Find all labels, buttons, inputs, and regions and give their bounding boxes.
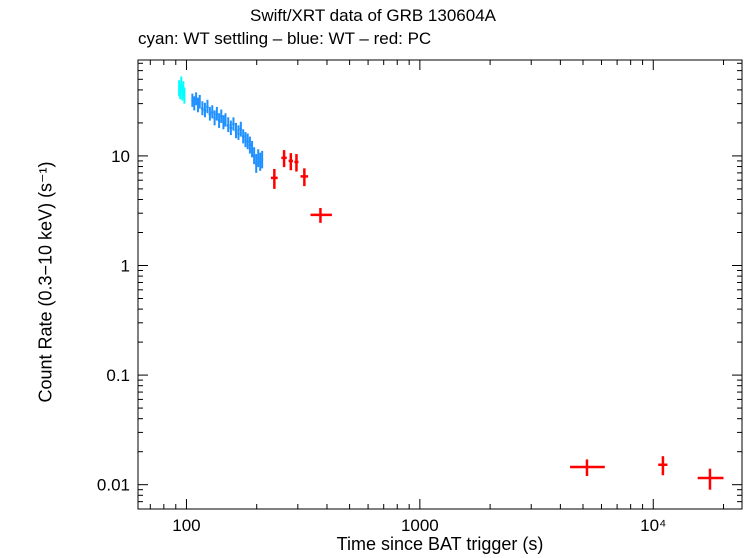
point-wt [208,106,212,121]
point-pc [281,150,287,168]
point-wt [224,113,227,127]
point-wt [201,101,204,116]
x-axis-label: Time since BAT trigger (s) [336,534,544,554]
point-pc [270,168,278,189]
chart-subtitle: cyan: WT settling – blue: WT – red: PC [138,29,432,48]
x-tick-label: 100 [172,516,200,535]
y-axis-label: Count Rate (0.3−10 keV) (s⁻¹) [35,161,56,403]
point-wt [253,147,256,165]
point-pc [294,154,299,172]
point-wt [250,140,254,158]
y-tick-label: 1 [121,256,130,275]
point-wt [239,121,243,137]
point-wt [246,133,249,150]
point-wt-settling [183,87,186,104]
point-wt [259,152,262,171]
point-pc [288,153,293,171]
point-wt [211,105,214,119]
y-tick-label: 0.1 [106,366,130,385]
point-wt [195,92,198,106]
point-pc [697,468,724,490]
point-wt [213,110,216,126]
x-tick-label: 1000 [401,516,439,535]
point-wt [257,149,260,168]
point-pc [570,459,605,477]
point-wt [229,120,233,136]
point-wt [234,122,238,139]
point-wt [222,115,225,130]
point-wt [261,150,264,169]
y-tick-label: 0.01 [97,476,130,495]
point-wt [206,99,209,114]
point-wt [196,97,199,113]
point-wt [217,113,221,128]
point-pc [300,168,309,187]
x-tick-label: 10⁴ [640,516,666,535]
plot-frame [137,59,743,510]
point-wt [198,94,201,109]
point-wt [232,117,235,131]
point-pc [310,207,332,223]
point-wt [226,117,230,133]
point-wt [248,136,251,154]
point-wt [203,102,207,118]
point-wt [255,154,258,173]
point-wt [242,129,245,144]
point-wt [220,109,223,123]
y-tick-label: 10 [111,147,130,166]
chart-title: Swift/XRT data of GRB 130604A [249,6,496,25]
point-wt [244,132,247,148]
point-pc [658,456,668,476]
point-wt [237,125,240,140]
point-wt [215,106,218,121]
point-wt [193,96,196,111]
point-wt [191,93,194,107]
